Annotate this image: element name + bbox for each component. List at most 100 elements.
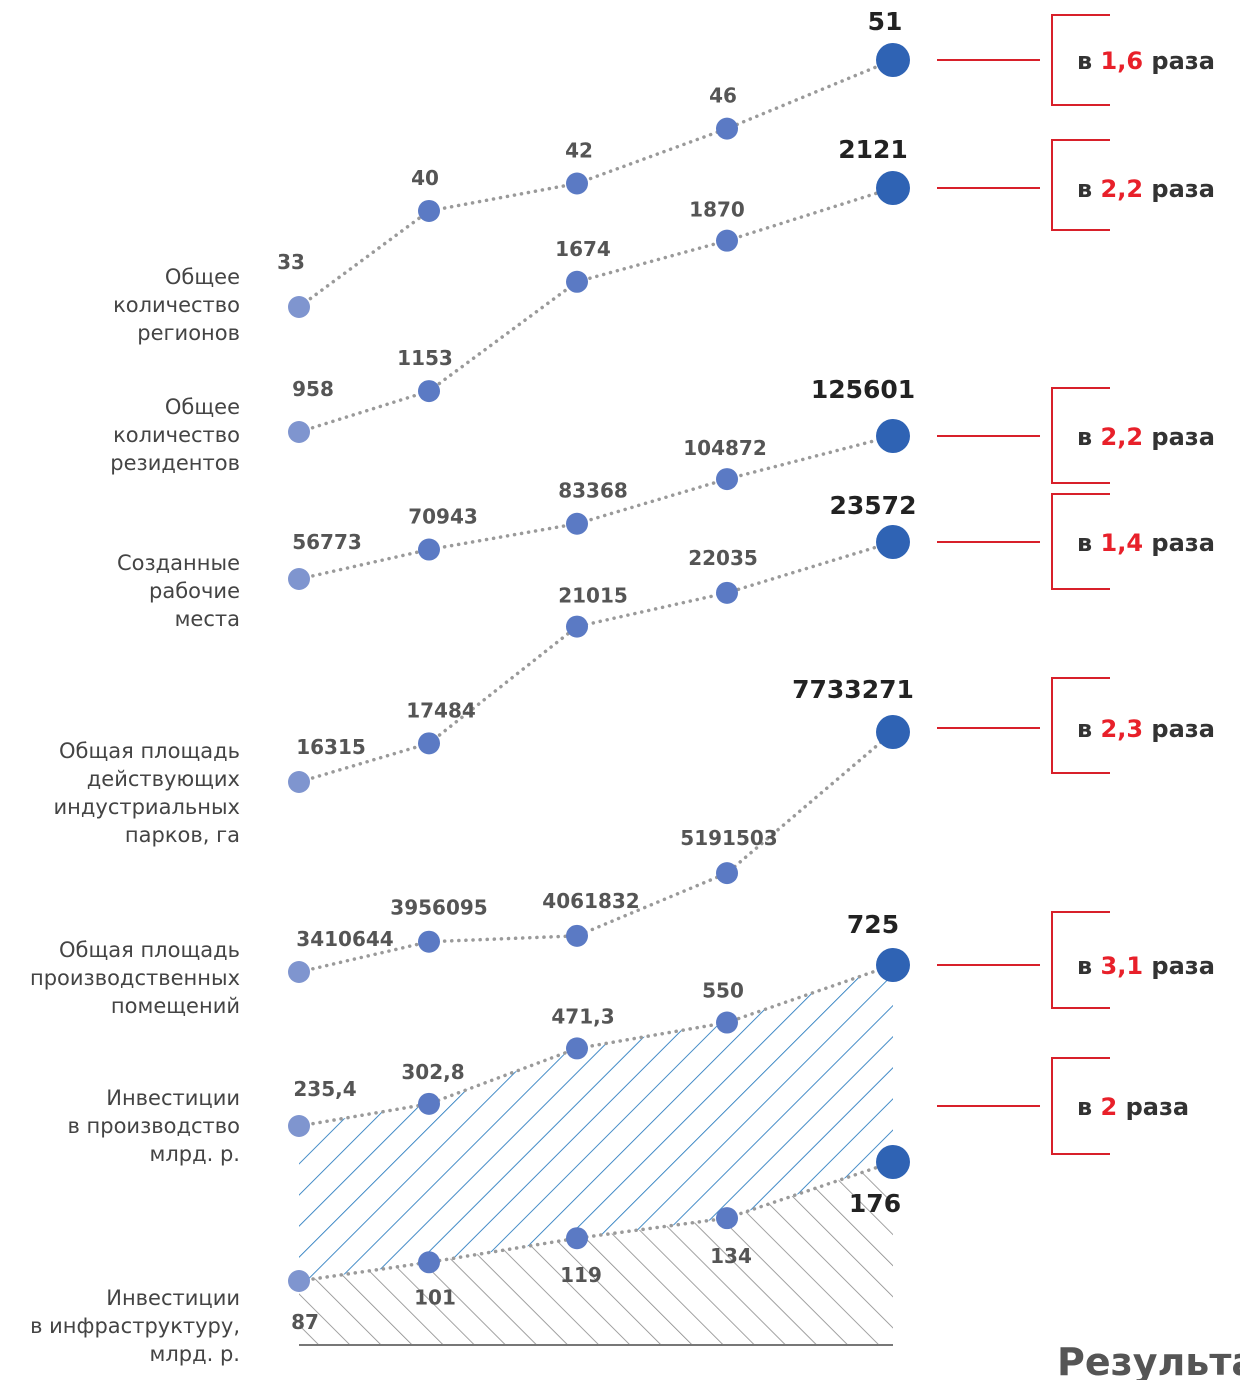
data-point <box>418 538 440 561</box>
data-label: 1674 <box>555 237 611 261</box>
svg-text:в 2,3 раза: в 2,3 раза <box>1077 715 1215 743</box>
data-label: 235,4 <box>293 1077 356 1101</box>
data-label: 550 <box>702 979 744 1003</box>
data-point <box>876 43 910 77</box>
data-label: 302,8 <box>401 1060 464 1084</box>
data-label: 3956095 <box>390 896 487 920</box>
data-point <box>566 512 588 535</box>
data-label: 725 <box>847 910 899 939</box>
svg-text:в 2,2 раза: в 2,2 раза <box>1077 423 1215 451</box>
data-label: 17484 <box>406 698 476 722</box>
data-label: 5191503 <box>680 826 777 850</box>
series-line <box>297 186 895 434</box>
growth-ratio: в 2,2 раза <box>937 387 1215 484</box>
data-point <box>566 270 588 293</box>
data-point <box>876 525 910 559</box>
growth-ratio: в 1,6 раза <box>937 14 1215 106</box>
growth-ratio: в 1,4 раза <box>937 493 1215 590</box>
data-point <box>566 1037 588 1060</box>
data-label: 83368 <box>558 479 628 503</box>
data-label: 51 <box>868 7 903 36</box>
svg-text:в 2 раза: в 2 раза <box>1077 1093 1189 1121</box>
category-label: Инвестиции в инфраструктуру, млрд. р. <box>30 1286 240 1366</box>
data-label: 134 <box>710 1244 752 1268</box>
data-label: 87 <box>291 1310 319 1334</box>
category-label: Общая площадь действующих индустриальных па… <box>54 739 241 847</box>
data-label: 56773 <box>292 530 362 554</box>
data-point <box>716 468 738 491</box>
data-point <box>876 715 910 749</box>
series-line <box>297 1160 895 1283</box>
data-point <box>716 117 738 140</box>
data-point <box>566 924 588 947</box>
data-point <box>418 930 440 953</box>
data-label: 104872 <box>683 436 767 460</box>
data-label: 16315 <box>296 735 366 759</box>
data-label: 46 <box>709 84 737 108</box>
infrastructure-investment-area <box>299 1162 893 1345</box>
svg-text:в 1,4 раза: в 1,4 раза <box>1077 529 1215 557</box>
data-label: 22035 <box>688 546 758 570</box>
data-point <box>288 296 310 318</box>
data-point <box>716 1207 738 1230</box>
series-line <box>297 434 895 581</box>
data-label: 176 <box>849 1189 901 1218</box>
data-point <box>716 862 738 885</box>
series-line <box>297 730 895 974</box>
data-point <box>288 421 310 443</box>
data-point <box>418 380 440 403</box>
data-label: 1153 <box>397 346 453 370</box>
category-label: Общая площадь производственных помещений <box>30 938 240 1018</box>
data-label: 101 <box>414 1285 456 1309</box>
data-point <box>288 1115 310 1137</box>
series-line <box>297 58 895 309</box>
growth-ratio: в 2,2 раза <box>937 139 1215 231</box>
data-label: 40 <box>411 166 439 190</box>
data-label: 70943 <box>408 505 478 529</box>
data-point <box>566 615 588 638</box>
footer-title: Результа <box>1057 1340 1240 1380</box>
data-label: 471,3 <box>551 1004 614 1028</box>
data-label: 1870 <box>689 198 745 222</box>
category-label: Общее количество регионов <box>113 265 240 345</box>
data-point <box>418 732 440 755</box>
data-point <box>288 771 310 793</box>
data-point <box>876 1145 910 1179</box>
production-investment-area <box>299 965 893 1281</box>
data-point <box>418 199 440 222</box>
data-label: 33 <box>277 250 305 274</box>
data-point <box>288 1270 310 1292</box>
growth-ratio: в 2,3 раза <box>937 677 1215 774</box>
data-point <box>876 948 910 982</box>
data-label: 3410644 <box>296 927 393 951</box>
data-label: 42 <box>565 139 593 163</box>
category-label: Инвестиции в производство млрд. р. <box>67 1086 240 1166</box>
category-label: Общее количество резидентов <box>110 395 240 475</box>
svg-text:в 2,2 раза: в 2,2 раза <box>1077 175 1215 203</box>
data-label: 7733271 <box>792 675 914 704</box>
data-label: 958 <box>292 377 334 401</box>
category-label: Созданные рабочие места <box>117 551 240 631</box>
data-point <box>716 581 738 604</box>
data-point <box>418 1251 440 1274</box>
growth-ratio: в 3,1 раза <box>937 911 1215 1009</box>
data-label: 119 <box>560 1263 602 1287</box>
data-label: 4061832 <box>542 889 639 913</box>
svg-text:в 3,1 раза: в 3,1 раза <box>1077 952 1215 980</box>
data-point <box>418 1092 440 1115</box>
data-point <box>566 172 588 195</box>
data-point <box>716 229 738 252</box>
data-point <box>288 568 310 590</box>
data-label: 23572 <box>830 491 917 520</box>
data-point <box>288 961 310 983</box>
series-line <box>297 540 895 784</box>
data-label: 2121 <box>838 135 908 164</box>
data-label: 21015 <box>558 584 628 608</box>
data-label: 125601 <box>811 375 915 404</box>
data-point <box>876 171 910 205</box>
growth-ratio: в 2 раза <box>937 1057 1189 1155</box>
data-point <box>876 419 910 453</box>
svg-text:в 1,6 раза: в 1,6 раза <box>1077 47 1215 75</box>
data-point <box>716 1011 738 1034</box>
